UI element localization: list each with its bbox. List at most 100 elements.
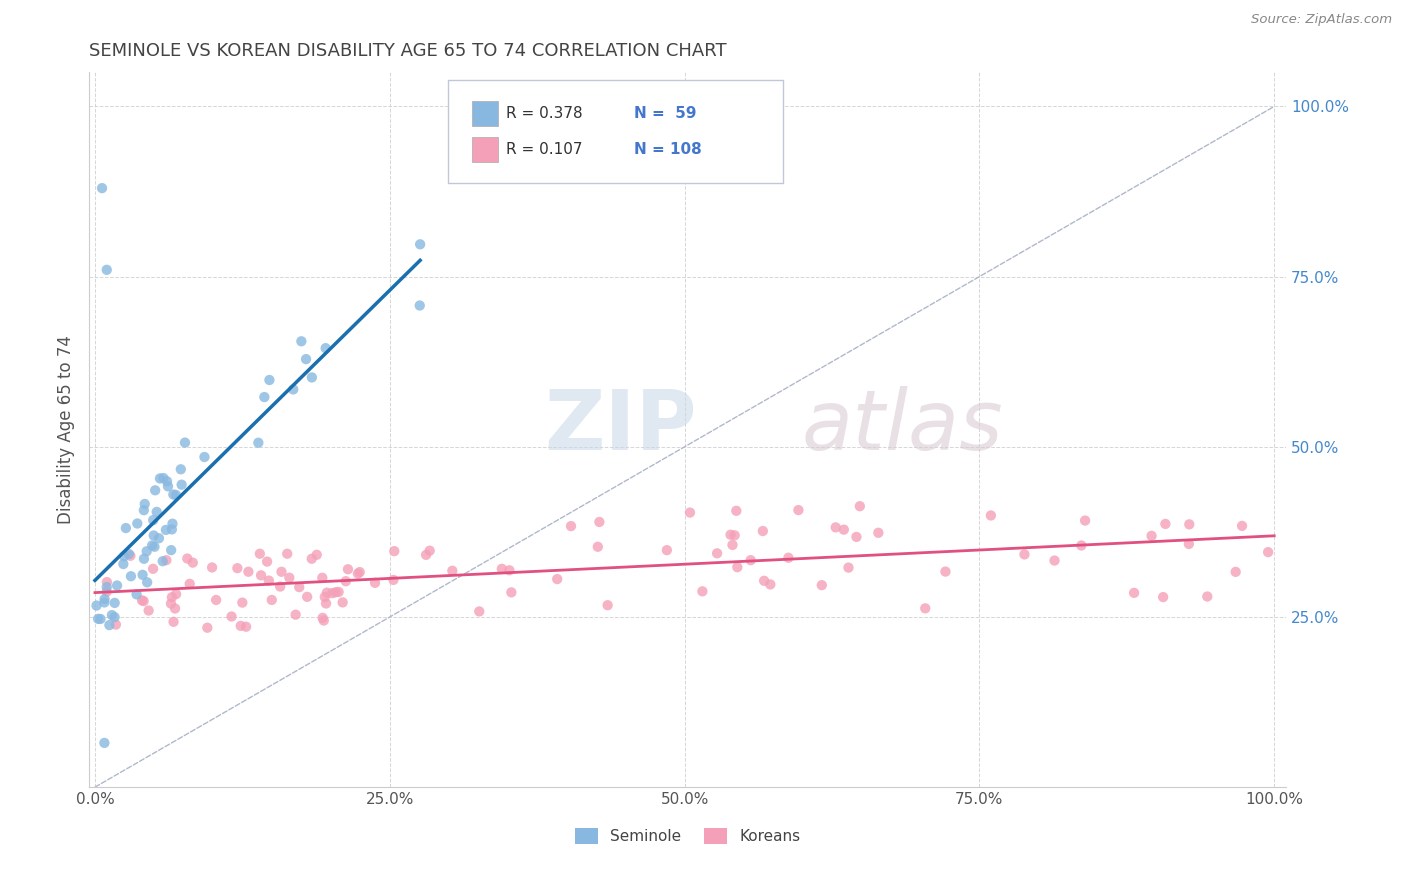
Point bbox=[441, 564, 464, 578]
Point bbox=[316, 585, 339, 599]
Text: ZIP: ZIP bbox=[544, 385, 696, 467]
Point bbox=[588, 515, 610, 529]
Text: N =  59: N = 59 bbox=[634, 106, 696, 121]
Point bbox=[259, 373, 281, 387]
Point bbox=[349, 565, 371, 579]
Point bbox=[837, 560, 859, 574]
Point bbox=[170, 462, 193, 476]
Point bbox=[415, 548, 437, 562]
Point bbox=[260, 593, 283, 607]
Point bbox=[148, 531, 170, 545]
Point bbox=[1154, 516, 1177, 531]
Point bbox=[560, 519, 582, 533]
Point bbox=[1257, 545, 1279, 559]
Point bbox=[810, 578, 832, 592]
Point bbox=[247, 435, 270, 450]
Point bbox=[96, 262, 118, 277]
Point bbox=[98, 618, 121, 632]
Point bbox=[1230, 519, 1253, 533]
Bar bbox=[472, 136, 498, 161]
Point bbox=[325, 585, 347, 599]
Point bbox=[335, 574, 357, 589]
Point bbox=[193, 450, 215, 464]
Point bbox=[725, 560, 748, 574]
Point bbox=[832, 523, 855, 537]
Point bbox=[205, 593, 228, 607]
Point bbox=[752, 574, 775, 588]
Point bbox=[382, 544, 405, 558]
Point bbox=[305, 548, 328, 562]
Point bbox=[321, 586, 343, 600]
Point bbox=[132, 594, 155, 608]
Point bbox=[849, 499, 872, 513]
Point bbox=[720, 527, 742, 541]
Point bbox=[1152, 590, 1174, 604]
Point bbox=[231, 596, 253, 610]
Point bbox=[160, 523, 183, 537]
Point bbox=[328, 585, 350, 599]
Point bbox=[93, 595, 115, 609]
Point bbox=[160, 591, 183, 605]
Point bbox=[93, 736, 115, 750]
Point bbox=[156, 475, 179, 489]
Point bbox=[269, 580, 291, 594]
Point bbox=[312, 614, 335, 628]
Point bbox=[1043, 553, 1066, 567]
Point bbox=[914, 601, 936, 615]
Text: Source: ZipAtlas.com: Source: ZipAtlas.com bbox=[1251, 13, 1392, 27]
Point bbox=[145, 505, 167, 519]
Point bbox=[295, 590, 318, 604]
Point bbox=[87, 612, 110, 626]
Point bbox=[149, 471, 172, 485]
Point bbox=[89, 612, 111, 626]
Point bbox=[824, 520, 846, 534]
Point bbox=[93, 592, 115, 607]
Point bbox=[165, 488, 187, 502]
Point bbox=[1178, 517, 1201, 532]
Point bbox=[160, 543, 183, 558]
Point bbox=[142, 528, 165, 542]
Point bbox=[301, 551, 323, 566]
Point bbox=[655, 543, 678, 558]
Point bbox=[162, 487, 184, 501]
Point bbox=[101, 608, 124, 623]
Point bbox=[347, 566, 370, 581]
Y-axis label: Disability Age 65 to 74: Disability Age 65 to 74 bbox=[58, 335, 75, 524]
Point bbox=[419, 543, 441, 558]
Point bbox=[315, 597, 337, 611]
Point bbox=[176, 551, 198, 566]
Point bbox=[692, 584, 714, 599]
Point bbox=[162, 516, 184, 531]
Point bbox=[162, 615, 184, 629]
Point bbox=[491, 562, 513, 576]
Point bbox=[112, 557, 135, 571]
Point bbox=[179, 576, 201, 591]
Point bbox=[155, 553, 177, 567]
Point bbox=[315, 341, 337, 355]
Point bbox=[120, 549, 142, 563]
Point bbox=[195, 621, 218, 635]
Point bbox=[138, 603, 160, 617]
Point bbox=[156, 479, 179, 493]
Point bbox=[165, 587, 187, 601]
Point bbox=[249, 547, 271, 561]
Point bbox=[96, 575, 118, 590]
Point bbox=[278, 571, 301, 585]
Point bbox=[778, 550, 800, 565]
Point bbox=[229, 619, 252, 633]
Point bbox=[332, 595, 354, 609]
Point bbox=[288, 580, 311, 594]
Point bbox=[160, 597, 183, 611]
Text: R = 0.107: R = 0.107 bbox=[506, 142, 582, 157]
Point bbox=[1197, 590, 1219, 604]
Point bbox=[724, 528, 747, 542]
Point bbox=[115, 521, 138, 535]
Point bbox=[238, 565, 260, 579]
Point bbox=[725, 504, 748, 518]
Point bbox=[96, 584, 118, 599]
Point bbox=[120, 569, 142, 583]
Text: atlas: atlas bbox=[801, 385, 1002, 467]
Point bbox=[226, 561, 249, 575]
Point bbox=[152, 554, 174, 568]
Point bbox=[596, 598, 619, 612]
